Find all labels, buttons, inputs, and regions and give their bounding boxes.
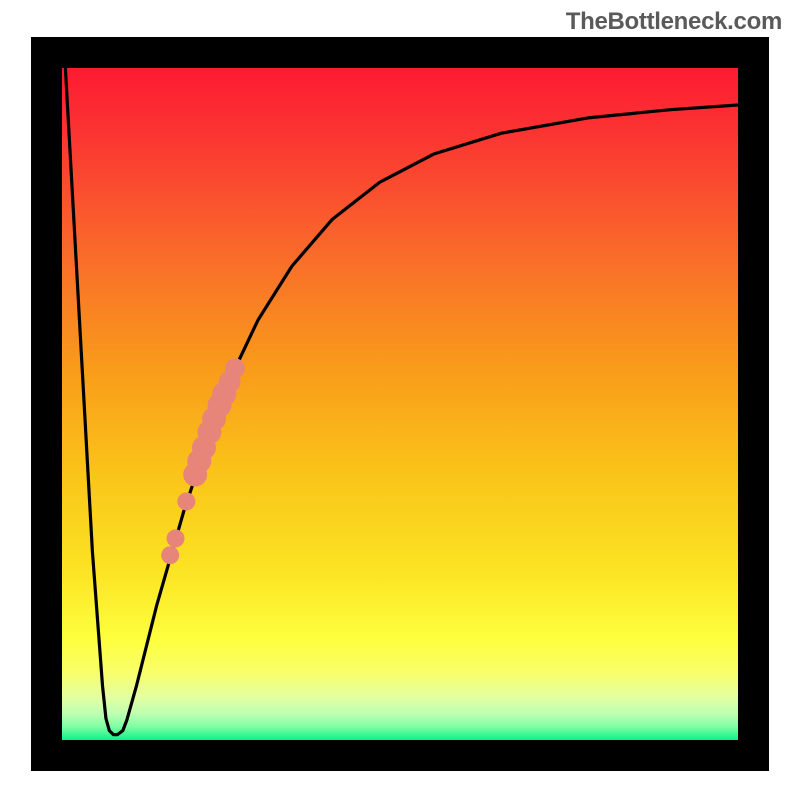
- data-marker: [177, 492, 195, 510]
- plot-area: [47, 53, 754, 756]
- data-marker: [225, 358, 245, 378]
- bottleneck-chart: [0, 0, 800, 800]
- watermark-text: TheBottleneck.com: [566, 8, 782, 36]
- figure-container: TheBottleneck.com: [0, 0, 800, 800]
- data-marker: [161, 546, 179, 564]
- data-marker: [167, 529, 185, 547]
- gradient-background: [62, 68, 738, 740]
